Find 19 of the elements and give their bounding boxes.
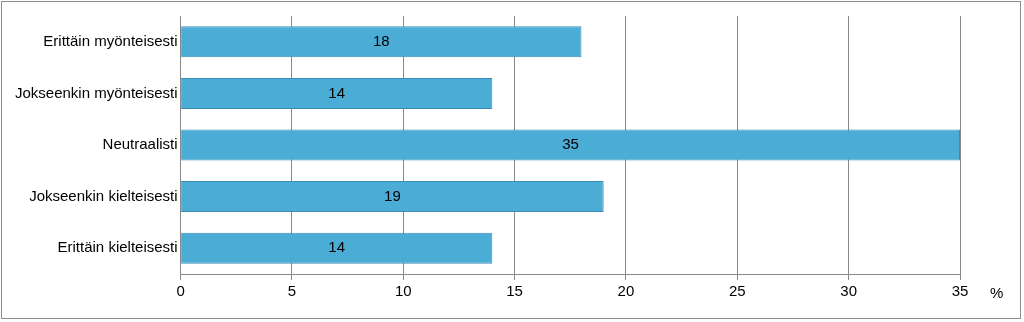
x-tick-label: 5	[287, 282, 297, 300]
y-tick-label: Erittäin kielteisesti	[57, 238, 178, 256]
data-label: 19	[384, 186, 401, 204]
x-tick-label: 20	[617, 282, 635, 300]
x-tick-label: 25	[728, 282, 746, 300]
data-label: 14	[328, 238, 346, 256]
y-tick-label: Neutraalisti	[102, 135, 178, 153]
x-tick-label: 30	[840, 282, 857, 300]
data-label: 18	[372, 31, 390, 49]
x-axis-title: %	[990, 283, 1004, 301]
x-tick-label: 15	[506, 282, 523, 300]
y-tick-label: Erittäin myönteisesti	[43, 31, 178, 49]
x-tick-label: 10	[394, 282, 412, 300]
y-tick-label: Jokseenkin myönteisesti	[15, 83, 178, 101]
data-label: 35	[562, 135, 579, 153]
y-tick-label: Jokseenkin kielteisesti	[29, 186, 178, 204]
data-label: 14	[328, 83, 346, 101]
x-tick-label: 0	[176, 282, 185, 300]
x-tick-label: 35	[951, 282, 969, 300]
